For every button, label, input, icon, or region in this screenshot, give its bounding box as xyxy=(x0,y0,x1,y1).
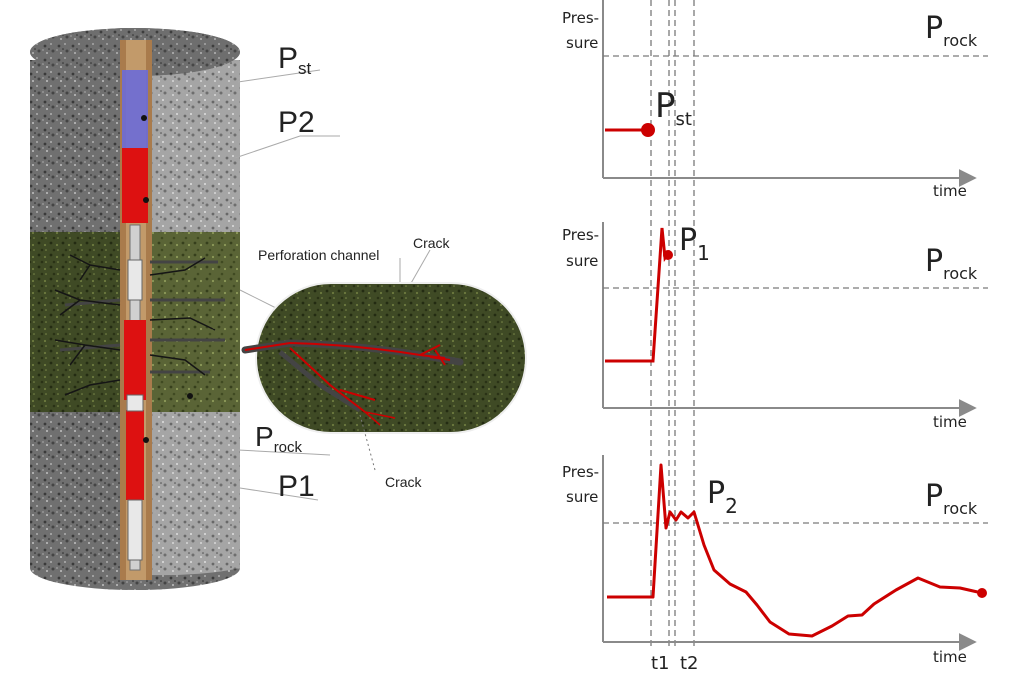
y-axis-label-line1: Pres- xyxy=(562,9,599,27)
fluid-column xyxy=(122,70,148,148)
gas-generator xyxy=(124,320,146,400)
graph-panel-2: Pres- sure time Prock P1 xyxy=(562,222,988,431)
y-axis-label-line2: sure xyxy=(566,252,598,270)
y-axis-label-line2: sure xyxy=(566,488,598,506)
graph-panel-1: Pres- sure time Prock Pst xyxy=(562,0,988,200)
marker-label-p2: P2 xyxy=(707,476,738,518)
sensor-dot xyxy=(143,197,149,203)
marker-label-p-st: Pst xyxy=(655,86,692,130)
pressure-curve xyxy=(607,463,983,638)
pressure-graphs: Pres- sure time Prock Pst Pres- sure tim… xyxy=(562,0,988,674)
productive-layer-cut xyxy=(150,232,240,412)
tick-label-t1: t1 xyxy=(651,653,670,674)
leader-lines xyxy=(234,69,431,501)
p-rock-label: Prock xyxy=(925,11,978,50)
p-rock-label: Prock xyxy=(925,244,978,283)
perforation-zoom xyxy=(241,282,527,471)
x-axis-label: time xyxy=(933,648,967,666)
y-axis-label-line2: sure xyxy=(566,34,598,52)
pressure-chamber xyxy=(122,148,148,223)
pressure-marker xyxy=(977,588,987,598)
tick-label-t2: t2 xyxy=(680,653,699,674)
label-perforation-channel: Perforation channel xyxy=(258,247,379,263)
y-axis-label-line1: Pres- xyxy=(562,226,599,244)
label-p1: P1 xyxy=(278,470,315,503)
marker-label-p1: P1 xyxy=(679,223,710,265)
label-crack-bottom: Crack xyxy=(385,474,423,490)
sensor-dot xyxy=(143,437,149,443)
label-p-st: Pst xyxy=(278,42,312,78)
label-p2: P2 xyxy=(278,106,315,139)
p-rock-label: Prock xyxy=(925,479,978,518)
x-axis-label: time xyxy=(933,182,967,200)
pressure-marker xyxy=(641,123,655,137)
time-markers xyxy=(650,0,695,648)
sensor-dot xyxy=(141,115,147,121)
perforation-channels xyxy=(59,260,225,374)
lower-charge xyxy=(126,410,144,500)
pressure-marker xyxy=(663,250,673,260)
fracture-network xyxy=(54,254,216,396)
pressure-curve xyxy=(605,227,670,363)
x-axis-label: time xyxy=(933,413,967,431)
well-illustration: Pst P2 Perforation channel Crack Prock P… xyxy=(30,28,527,590)
label-crack-top: Crack xyxy=(413,235,451,251)
sensor-dot xyxy=(187,393,193,399)
label-p-rock: Prock xyxy=(255,421,303,456)
y-axis-label-line1: Pres- xyxy=(562,463,599,481)
graph-panel-3: Pres- sure time Prock P2 t1 t2 xyxy=(562,455,988,674)
